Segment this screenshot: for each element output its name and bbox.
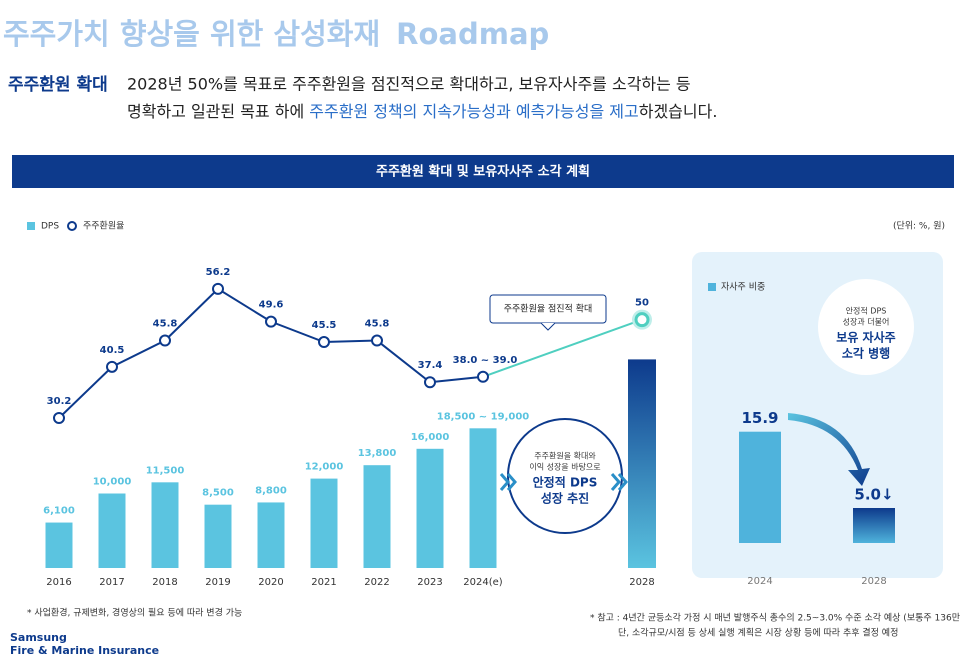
bar	[310, 478, 338, 568]
bar	[257, 502, 285, 568]
bar	[469, 428, 497, 568]
callout-text: 안정적 DPS	[533, 475, 598, 490]
bar	[98, 493, 126, 568]
bar-label: 13,800	[358, 448, 397, 459]
point-label: 45.8	[365, 319, 390, 330]
point-label: 38.0 ~ 39.0	[453, 355, 518, 366]
unit-note: (단위: %, 원)	[893, 221, 945, 232]
annotation: 주주환원율 점진적 확대	[504, 303, 593, 315]
callout-text: 안정적 DPS	[846, 306, 887, 316]
callout-text: 보유 자사주	[836, 330, 895, 345]
chevron	[610, 473, 628, 491]
x-tick-label: 2022	[364, 577, 389, 588]
legend-label: 자사주 비중	[721, 282, 765, 293]
point-label: 37.4	[418, 360, 443, 371]
legend-swatch	[27, 222, 35, 230]
point-core	[634, 312, 650, 328]
intro-heading: 주주환원 확대	[8, 75, 108, 95]
point	[212, 282, 224, 295]
line-segment	[482, 318, 643, 378]
bar	[45, 522, 73, 568]
callout-text: 주주환원을 확대와	[534, 451, 596, 461]
note: * 참고 : 4년간 균등소각 가정 시 매년 발행주식 총수의 2.5~3.0…	[590, 612, 960, 624]
bar	[151, 482, 179, 568]
x-tick-label: 2016	[46, 577, 71, 588]
intro-line2: 명확하고 일관된 목표 하에 주주환원 정책의 지속가능성과 예측가능성을 제고…	[127, 102, 717, 121]
x-tick-label: 2018	[152, 577, 177, 588]
bar	[628, 359, 656, 568]
bar-label: 10,000	[93, 477, 132, 488]
point-label: 49.6	[259, 300, 284, 311]
intro-line1: 2028년 50%를 목표로 주주환원을 점진적으로 확대하고, 보유자사주를 …	[127, 75, 691, 94]
note: 단, 소각규모/시점 등 상세 실행 계획은 시장 상황 등에 따라 추후 결정…	[618, 627, 898, 639]
bar	[204, 504, 232, 568]
x-tick-label: 2019	[205, 577, 230, 588]
bar-label: 15.9	[741, 409, 778, 427]
point	[477, 370, 489, 383]
point	[53, 412, 65, 425]
chevron	[499, 473, 517, 491]
bar-label: 16,000	[411, 432, 450, 443]
point-label: 45.8	[153, 319, 178, 330]
banner	[12, 155, 954, 188]
point-label: 30.2	[47, 396, 72, 407]
bar-label: 6,100	[43, 506, 75, 517]
arrow	[788, 413, 870, 486]
x-tick-label: 2024	[747, 576, 772, 587]
legend-swatch	[67, 221, 77, 231]
intro-highlight: 주주환원 정책의 지속가능성과 예측가능성을 제고	[309, 102, 638, 121]
point-label: 50	[635, 298, 649, 309]
x-tick-label: 2017	[99, 577, 124, 588]
callout-text: 성장과 더불어	[843, 317, 890, 327]
intro-text: 명확하고 일관된 목표 하에	[127, 102, 309, 121]
banner-text: 주주환원 확대 및 보유자사주 소각 계획	[376, 164, 590, 180]
point	[318, 336, 330, 349]
bar	[363, 465, 391, 568]
callout-circle	[818, 279, 914, 375]
bar	[739, 431, 781, 543]
x-tick-label: 2024(e)	[463, 577, 503, 588]
logo: Fire & Marine Insurance	[10, 644, 159, 657]
callout-text: 이익 성장을 바탕으로	[529, 462, 600, 472]
logo: Samsung	[10, 631, 67, 644]
callout-text: 성장 추진	[541, 491, 589, 506]
legend-label: DPS	[41, 222, 59, 232]
bar	[416, 448, 444, 568]
annotation-pointer	[540, 322, 556, 331]
x-tick-label: 2020	[258, 577, 283, 588]
title-main: 주주가치 향상을 위한 삼성화재	[3, 17, 380, 51]
x-tick-label: 2023	[417, 577, 442, 588]
bar-label: 11,500	[146, 465, 185, 476]
point	[424, 376, 436, 389]
intro-text: 하겠습니다.	[639, 102, 718, 121]
point	[371, 334, 383, 347]
legend-swatch	[708, 283, 716, 291]
x-tick-label: 2028	[861, 576, 886, 587]
bar-label: 18,500 ~ 19,000	[437, 411, 530, 422]
point-label: 45.5	[312, 320, 337, 331]
title: 주주가치 향상을 위한 삼성화재 Roadmap	[3, 17, 549, 51]
note: * 사업환경, 규제변화, 경영상의 필요 등에 따라 변경 가능	[27, 607, 242, 619]
point	[106, 360, 118, 373]
legend-label: 주주환원율	[83, 220, 124, 232]
point	[265, 315, 277, 328]
title-accent: Roadmap	[396, 17, 549, 51]
point-label: 56.2	[206, 267, 231, 278]
bar-label: 8,500	[202, 488, 234, 499]
bar	[853, 508, 895, 543]
point-label: 40.5	[100, 345, 125, 356]
bar-label: 5.0↓	[854, 486, 893, 504]
bar-label: 12,000	[305, 462, 344, 473]
x-tick-label: 2021	[311, 577, 336, 588]
point	[159, 334, 171, 347]
bar-label: 8,800	[255, 485, 287, 496]
callout-text: 소각 병행	[842, 346, 890, 361]
x-tick-label: 2028	[629, 577, 654, 588]
